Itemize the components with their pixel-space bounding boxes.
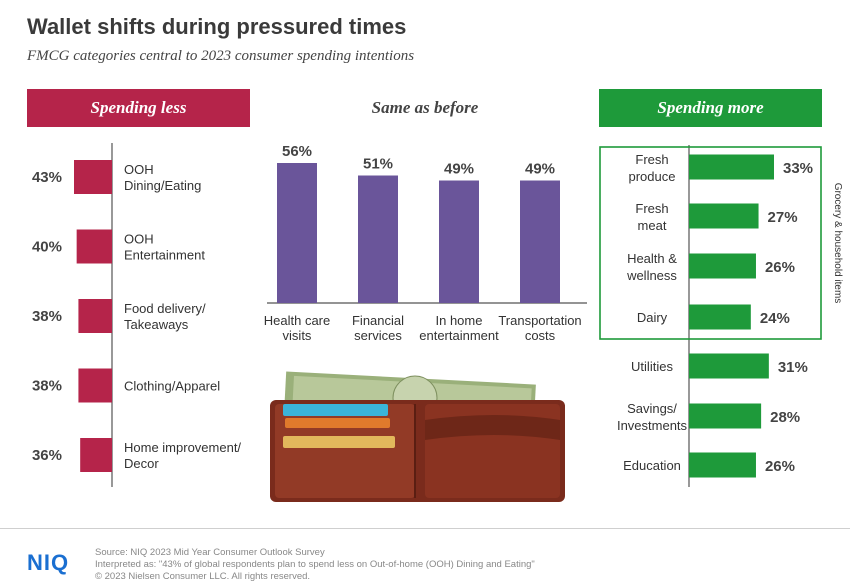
spending-more-header: Spending more <box>599 89 822 127</box>
footer-source: Source: NIQ 2023 Mid Year Consumer Outlo… <box>95 547 325 558</box>
spending-less-label: OOH Entertainment <box>124 232 205 263</box>
spending-less-bar <box>76 229 112 264</box>
same-as-before-bar <box>358 175 398 303</box>
spending-more-label: Utilities <box>631 359 673 374</box>
footer-note: Interpreted as: "43% of global responden… <box>95 559 535 570</box>
spending-more-value: 27% <box>768 209 798 226</box>
same-as-before-header: Same as before <box>371 98 479 117</box>
spending-more-value: 33% <box>783 160 813 177</box>
grocery-group-label: Grocery & household items <box>832 183 843 304</box>
same-as-before-label: Transportation costs <box>498 313 581 343</box>
niq-logo: NIQ <box>27 550 70 575</box>
spending-more-bar <box>689 304 751 330</box>
spending-less-bar <box>74 160 112 194</box>
same-as-before-value: 56% <box>282 143 312 160</box>
same-as-before-bar <box>520 180 560 303</box>
same-as-before-value: 49% <box>444 161 474 178</box>
page-subtitle: FMCG categories central to 2023 consumer… <box>27 48 415 64</box>
spending-more-bar <box>689 253 756 279</box>
spending-more-label: Health & wellness <box>626 251 677 283</box>
spending-more-value: 31% <box>778 359 808 376</box>
spending-less-value: 43% <box>32 169 62 186</box>
spending-more-bar <box>689 452 756 478</box>
spending-more-value: 24% <box>760 310 790 327</box>
footer-divider <box>0 528 850 529</box>
same-as-before-value: 51% <box>363 156 393 173</box>
spending-more-bar <box>689 203 759 229</box>
same-as-before-label: Financial services <box>352 313 404 343</box>
spending-less-value: 40% <box>32 239 62 256</box>
spending-less-value: 36% <box>32 447 62 464</box>
footer-copyright: © 2023 Nielsen Consumer LLC. All rights … <box>95 571 311 582</box>
spending-less-header: Spending less <box>27 89 250 127</box>
page-title: Wallet shifts during pressured times <box>27 14 407 39</box>
spending-more-chart: Grocery & household items 33% Fresh produce… <box>599 145 843 487</box>
same-as-before-label: In home entertainment <box>419 313 499 343</box>
spending-less-bar <box>78 368 112 403</box>
same-as-before-bar <box>439 180 479 303</box>
same-as-before-value: 49% <box>525 161 555 178</box>
spending-more-value: 26% <box>765 458 795 475</box>
spending-less-label: Clothing/Apparel <box>124 379 220 394</box>
same-as-before-bar <box>277 163 317 303</box>
spending-more-bar <box>689 154 774 180</box>
spending-more-label: Fresh produce <box>629 152 676 184</box>
spending-more-value: 28% <box>770 409 800 426</box>
spending-less-bar <box>80 438 112 472</box>
spending-more-value: 26% <box>765 259 795 276</box>
same-as-before-chart: 56% Health care visits 51% Financial services… <box>264 143 587 343</box>
wallet-illustration <box>270 371 565 502</box>
spending-less-value: 38% <box>32 378 62 395</box>
spending-less-label: Food delivery/Takeaways <box>124 301 206 332</box>
spending-more-label: Dairy <box>637 310 668 325</box>
grocery-group-box <box>599 146 822 340</box>
spending-less-label: OOH Dining/Eating <box>124 162 201 193</box>
spending-less-bar <box>78 299 112 333</box>
spending-less-chart: 43% OOH Dining/Eating 40% OOH Entertainment 38… <box>32 143 241 487</box>
same-as-before-label: Health care visits <box>264 313 330 343</box>
spending-less-value: 38% <box>32 308 62 325</box>
spending-more-label: Education <box>623 458 681 473</box>
spending-more-label: Savings/Investments <box>617 401 688 433</box>
spending-less-label: Home improvement/Decor <box>124 440 241 471</box>
spending-more-bar <box>689 353 769 379</box>
spending-more-bar <box>689 403 762 429</box>
spending-more-label: Fresh meat <box>635 201 668 233</box>
